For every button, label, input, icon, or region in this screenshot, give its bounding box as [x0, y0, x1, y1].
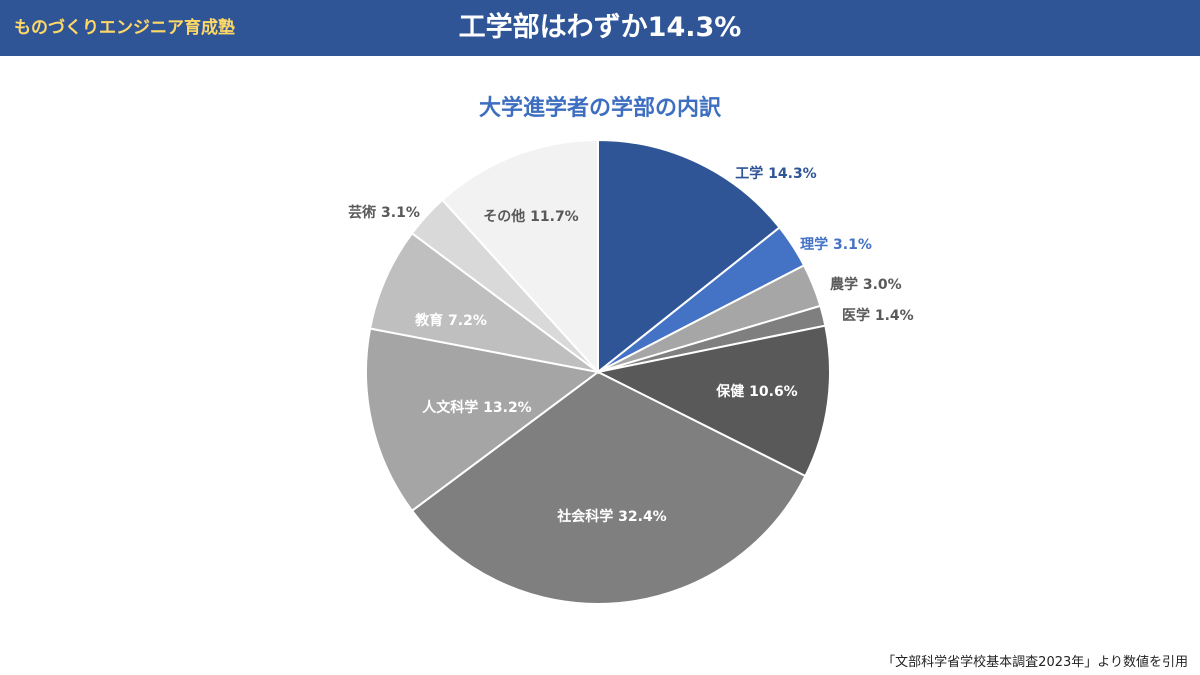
pie-slice-1	[597, 138, 781, 375]
chart-title: 大学進学者の学部の内訳	[478, 96, 721, 121]
pie-slice-8	[368, 231, 599, 373]
pie-slice-6	[410, 370, 807, 605]
source-note: 「文部科学省学校基本調査2023年」より数値を引用	[882, 655, 1188, 670]
slice-label-10: その他 11.7%	[483, 208, 578, 225]
pie-slice-7	[365, 327, 601, 513]
slice-label-1: 工学 14.3%	[735, 165, 816, 182]
slice-label-8: 教育 7.2%	[415, 312, 487, 329]
slice-label-7: 人文科学 13.2%	[422, 399, 531, 416]
slice-label-3: 農学 3.0%	[830, 276, 902, 293]
slice-label-6: 社会科学 32.4%	[556, 508, 666, 525]
brand-name: ものづくりエンジニア育成塾	[14, 18, 235, 38]
headline: 工学部はわずか14.3%	[458, 12, 742, 43]
header-bar: ものづくりエンジニア育成塾 工学部はわずか14.3%	[0, 0, 1200, 56]
pie-slice-5	[594, 324, 831, 478]
slice-label-4: 医学 1.4%	[842, 307, 914, 324]
pie-slice-10	[440, 138, 599, 375]
slice-label-9: 芸術 3.1%	[348, 204, 420, 221]
slice-label-2: 理学 3.1%	[800, 236, 872, 253]
slice-label-5: 保健 10.6%	[715, 383, 797, 400]
